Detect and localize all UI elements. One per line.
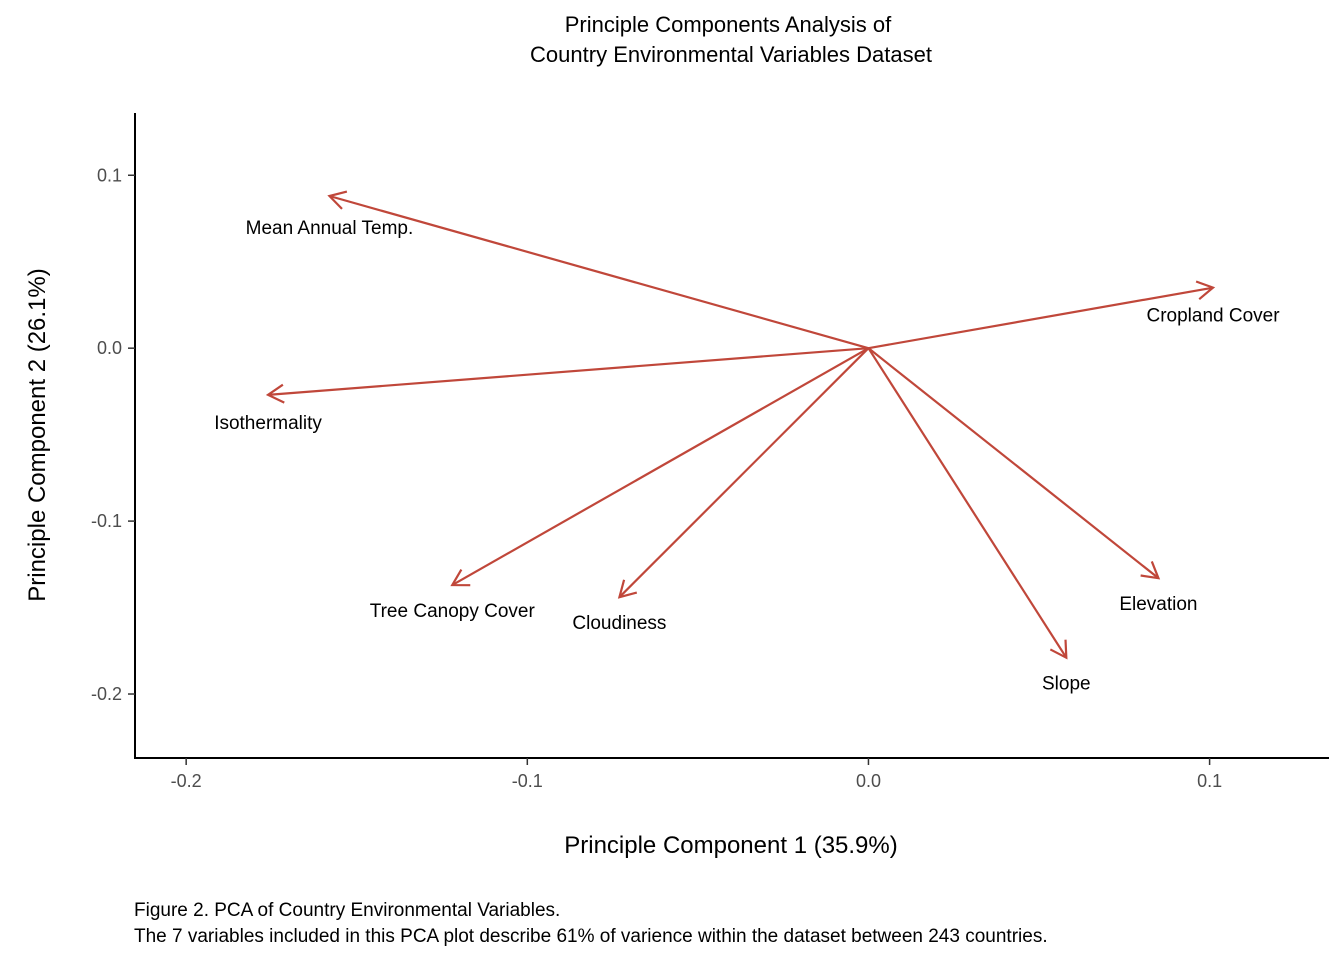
y-tick-label: 0.0 [97, 338, 122, 358]
vector-line [868, 286, 1214, 350]
y-axis-title: Principle Component 2 (26.1%) [24, 268, 51, 602]
y-tick-label: -0.2 [91, 684, 122, 704]
vector-label: Tree Canopy Cover [370, 601, 536, 622]
vector-arrowhead [327, 190, 348, 210]
chart-title-line-2: Country Environmental Variables Dataset [530, 42, 932, 67]
vector-line [867, 347, 1068, 659]
vector-arrowhead [1140, 561, 1161, 580]
vector-arrowhead [450, 568, 471, 587]
vector-line [867, 347, 1160, 580]
x-tick-label: -0.1 [512, 771, 543, 791]
vector-arrowhead [265, 383, 285, 404]
figure-caption-line-1: Figure 2. PCA of Country Environmental V… [134, 900, 560, 921]
x-tick-label: 0.1 [1197, 771, 1222, 791]
y-tick-label: 0.1 [97, 165, 122, 185]
x-tick-label: 0.0 [856, 771, 881, 791]
x-axis-title: Principle Component 1 (35.9%) [564, 832, 898, 859]
vector-label: Mean Annual Temp. [246, 218, 414, 239]
loading-vectors [265, 190, 1216, 660]
x-tick-label: -0.2 [171, 771, 202, 791]
vector-arrowhead [617, 579, 638, 599]
vector-line [329, 194, 869, 350]
vector-arrowhead [1049, 639, 1068, 660]
vector-label: Elevation [1119, 594, 1197, 615]
chart-title-line-1: Principle Components Analysis of [565, 12, 892, 37]
vector-label: Cropland Cover [1146, 306, 1280, 327]
figure-caption-line-2: The 7 variables included in this PCA plo… [134, 926, 1048, 947]
vector-arrowhead [1195, 280, 1216, 301]
vector-label: Isothermality [214, 413, 322, 434]
vector-line [618, 347, 870, 598]
vector-line [451, 347, 870, 587]
vector-label: Cloudiness [572, 613, 666, 634]
ticks-layer: -0.2 -0.1 0.0 0.1 -0.2 -0.1 0.0 0.1 [91, 165, 1222, 791]
vector-labels: Mean Annual Temp. Cropland Cover Isotherma… [214, 218, 1280, 695]
vector-line [267, 347, 869, 396]
vector-label: Slope [1042, 674, 1091, 695]
y-tick-label: -0.1 [91, 511, 122, 531]
